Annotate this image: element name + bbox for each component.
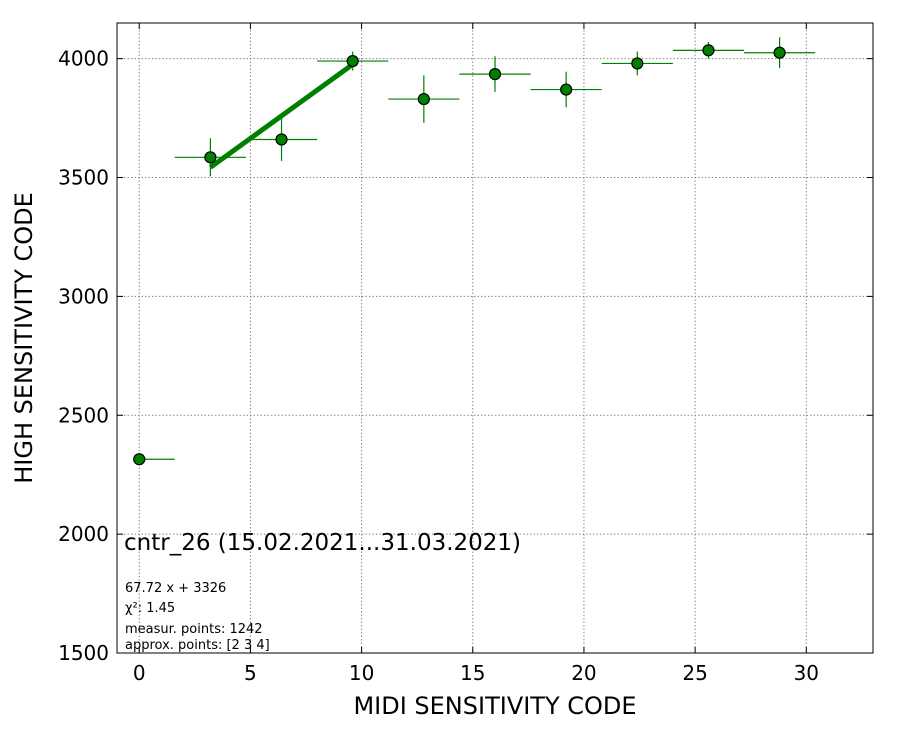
data-point xyxy=(488,68,502,81)
x-tick-label: 10 xyxy=(349,661,374,685)
data-point xyxy=(417,92,430,106)
data-point xyxy=(631,57,644,70)
x-tick-label: 15 xyxy=(460,661,485,685)
data-point xyxy=(560,83,573,96)
data-points xyxy=(133,44,786,466)
y-tick-label: 4000 xyxy=(58,47,109,71)
x-axis-title: MIDI SENSITIVITY CODE xyxy=(353,692,636,720)
x-tick-label: 30 xyxy=(794,661,819,685)
fit-line xyxy=(208,62,355,170)
data-point xyxy=(346,54,359,68)
annotation-equation: 67.72 x + 3326 xyxy=(125,581,226,596)
x-tick-label: 20 xyxy=(571,661,596,685)
y-tick-label: 3500 xyxy=(58,166,109,190)
annotation-chi2: χ²: 1.45 xyxy=(125,601,175,616)
y-tick-label: 3000 xyxy=(58,284,109,308)
annotation-measured: measur. points: 1242 xyxy=(125,622,263,637)
x-tick-labels: 0 5 10 15 20 25 30 xyxy=(133,661,819,685)
annotation-main: cntr_26 (15.02.2021...31.03.2021) xyxy=(124,530,521,556)
x-tick-label: 25 xyxy=(682,661,707,685)
y-tick-labels: 1500 2000 2500 3000 3500 4000 xyxy=(58,47,109,665)
data-point xyxy=(133,453,146,466)
data-point xyxy=(702,44,715,57)
data-point xyxy=(773,46,786,59)
x-tick-label: 0 xyxy=(133,661,146,685)
y-tick-label: 1500 xyxy=(58,641,109,665)
y-axis-title: HIGH SENSITIVITY CODE xyxy=(10,192,38,484)
fit-line-group xyxy=(208,62,355,170)
plot-background xyxy=(117,23,873,653)
data-point xyxy=(204,151,217,164)
plot-frame xyxy=(116,22,874,654)
data-point xyxy=(275,133,288,146)
annotation-approx: approx. points: [2 3 4] xyxy=(125,638,270,653)
x-tick-label: 5 xyxy=(244,661,257,685)
y-tick-label: 2000 xyxy=(58,522,109,546)
y-tick-label: 2500 xyxy=(58,403,109,427)
